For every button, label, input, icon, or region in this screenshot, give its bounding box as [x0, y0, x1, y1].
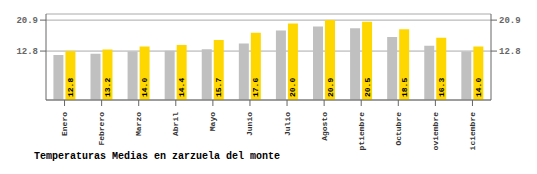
- svg-text:Agosto: Agosto: [320, 112, 329, 141]
- svg-text:Julio: Julio: [283, 112, 292, 136]
- svg-text:Septiembre: Septiembre: [357, 112, 366, 150]
- svg-text:20.9: 20.9: [16, 16, 38, 26]
- svg-text:15.7: 15.7: [214, 78, 223, 97]
- svg-text:Octubre: Octubre: [394, 112, 403, 146]
- svg-text:Junio: Junio: [245, 112, 254, 136]
- svg-text:17.6: 17.6: [251, 78, 260, 97]
- svg-text:Febrero: Febrero: [97, 112, 106, 146]
- svg-text:20.9: 20.9: [499, 16, 521, 26]
- svg-text:16.3: 16.3: [437, 78, 446, 97]
- svg-text:Diciembre: Diciembre: [468, 112, 477, 150]
- svg-text:Noviembre: Noviembre: [431, 112, 440, 150]
- svg-text:20.9: 20.9: [326, 78, 335, 97]
- svg-text:12.8: 12.8: [499, 47, 521, 57]
- svg-text:Marzo: Marzo: [134, 112, 143, 136]
- svg-text:14.4: 14.4: [177, 78, 186, 97]
- html-text:Temperaturas Medias en zarzuel: Temperaturas Medias en zarzuela del mont…: [34, 151, 280, 162]
- svg-text:12.8: 12.8: [16, 47, 38, 57]
- svg-text:12.8: 12.8: [66, 78, 75, 97]
- svg-text:14.0: 14.0: [140, 78, 149, 97]
- svg-text:Abril: Abril: [171, 112, 180, 136]
- svg-text:20.5: 20.5: [363, 78, 372, 97]
- svg-text:13.2: 13.2: [103, 78, 112, 97]
- svg-text:14.0: 14.0: [474, 78, 483, 97]
- svg-text:Mayo: Mayo: [208, 112, 217, 131]
- svg-text:18.5: 18.5: [400, 78, 409, 97]
- svg-text:Enero: Enero: [60, 112, 69, 136]
- svg-text:20.0: 20.0: [288, 78, 297, 97]
